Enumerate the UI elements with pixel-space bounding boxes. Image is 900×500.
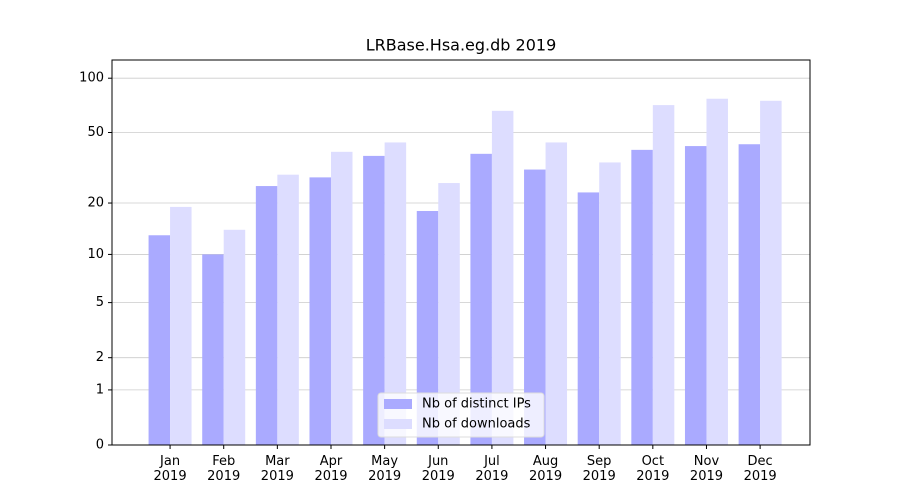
bar <box>438 183 460 445</box>
y-tick-label: 0 <box>96 438 104 453</box>
y-tick-label: 20 <box>87 196 104 211</box>
x-tick-label: Jul 2019 <box>475 454 509 484</box>
bar <box>277 174 299 445</box>
legend-label: Nb of distinct IPs <box>422 397 531 412</box>
bar <box>652 105 675 446</box>
bar <box>545 142 568 445</box>
legend-swatch <box>384 419 412 429</box>
x-tick-label: Oct 2019 <box>636 454 670 484</box>
bar <box>491 110 514 445</box>
bar <box>416 210 439 445</box>
y-tick-label: 100 <box>79 71 104 86</box>
y-tick-label: 10 <box>87 247 104 262</box>
x-tick-label: May 2019 <box>368 454 402 484</box>
bar <box>363 155 385 445</box>
chart-title: LRBase.Hsa.eg.db 2019 <box>366 36 557 55</box>
bar <box>760 100 782 445</box>
legend-frame <box>377 392 545 438</box>
bar <box>577 192 600 445</box>
bar <box>202 254 224 445</box>
bar <box>255 186 278 445</box>
x-tick-label: Feb 2019 <box>207 454 241 484</box>
bar <box>524 169 546 445</box>
bar <box>223 229 246 445</box>
bar <box>706 98 728 445</box>
bar <box>470 153 492 445</box>
y-tick-label: 2 <box>96 350 104 365</box>
y-tick-label: 50 <box>87 125 104 140</box>
legend: Nb of distinct IPs Nb of downloads <box>377 392 545 438</box>
bar <box>170 206 192 445</box>
x-tick-label: Aug 2019 <box>529 454 563 484</box>
x-tick-label: Jan 2019 <box>153 454 187 484</box>
bar <box>148 235 171 445</box>
x-tick-label: Jun 2019 <box>421 454 455 484</box>
x-tick-label: Dec 2019 <box>743 454 777 484</box>
x-tick-label: Apr 2019 <box>314 454 348 484</box>
legend-label: Nb of downloads <box>422 417 531 432</box>
y-tick-label: 1 <box>96 382 104 397</box>
bar <box>684 146 707 445</box>
bar <box>631 149 653 445</box>
plot-frame <box>111 59 811 446</box>
bar <box>599 162 621 445</box>
bar <box>309 177 331 445</box>
x-tick-label: Nov 2019 <box>689 454 724 484</box>
x-tick-label: Sep 2019 <box>582 454 616 484</box>
bar <box>738 144 761 445</box>
y-tick-label: 5 <box>96 295 104 310</box>
bar <box>330 151 353 445</box>
bar <box>384 142 407 445</box>
x-tick-label: Mar 2019 <box>260 454 294 484</box>
legend-swatch <box>384 399 412 409</box>
